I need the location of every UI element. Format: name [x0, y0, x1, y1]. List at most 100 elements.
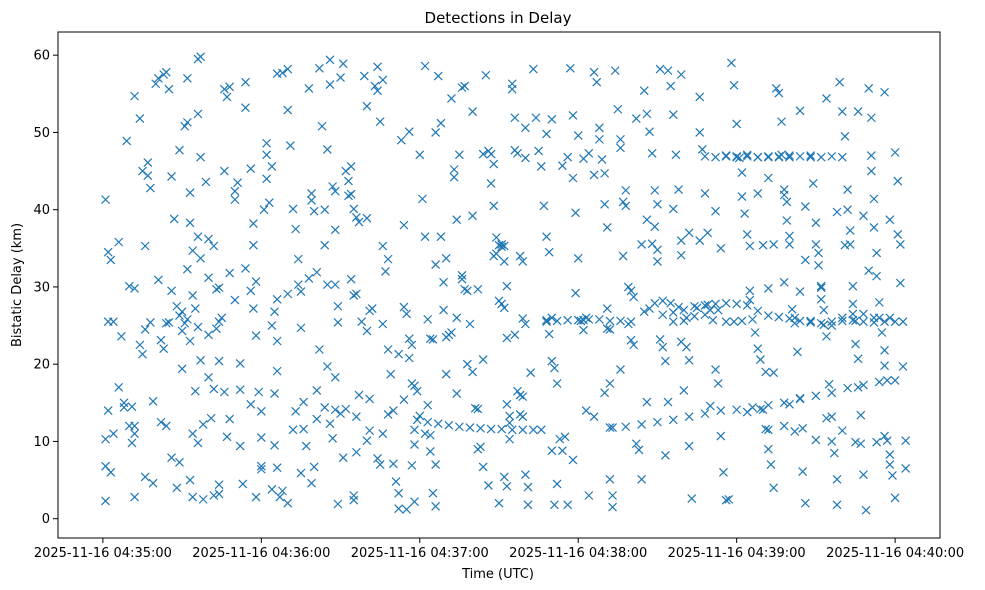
data-point	[877, 328, 887, 337]
data-point	[412, 386, 422, 396]
data-point	[304, 274, 314, 283]
data-point	[124, 281, 134, 291]
data-point	[468, 367, 478, 377]
data-point	[650, 222, 660, 232]
data-point	[753, 344, 763, 354]
data-point	[811, 391, 821, 401]
data-point	[375, 117, 385, 127]
data-point	[452, 313, 462, 323]
y-tick-label: 40	[33, 203, 50, 218]
data-point	[560, 432, 570, 442]
data-point	[193, 232, 203, 242]
data-point	[745, 295, 755, 305]
data-point	[668, 204, 678, 214]
data-point	[185, 218, 195, 228]
data-point	[536, 425, 546, 435]
data-point	[703, 300, 713, 310]
x-tick-label: 2025-11-16 04:35:00	[34, 546, 172, 561]
data-point	[288, 204, 298, 214]
data-point	[135, 340, 145, 350]
data-point	[399, 220, 409, 230]
data-point	[330, 225, 340, 235]
data-point	[737, 168, 747, 178]
data-point	[869, 194, 879, 204]
data-point	[814, 248, 823, 258]
data-point	[196, 355, 206, 365]
data-point	[758, 240, 768, 250]
y-tick-label: 50	[33, 126, 50, 141]
data-point	[800, 202, 810, 212]
data-point	[410, 425, 419, 435]
data-point	[465, 319, 475, 329]
data-point	[346, 274, 356, 284]
data-point	[811, 240, 821, 249]
data-point	[114, 382, 124, 392]
data-point	[851, 339, 860, 349]
data-point	[610, 66, 620, 76]
data-point	[502, 399, 512, 409]
data-point	[148, 478, 158, 488]
data-point	[882, 436, 892, 446]
data-point	[296, 468, 306, 478]
data-point	[732, 152, 742, 162]
data-point	[653, 417, 662, 427]
data-point	[629, 340, 639, 350]
data-point	[811, 435, 821, 445]
data-point	[539, 201, 549, 211]
data-point	[447, 328, 456, 337]
data-point	[845, 226, 855, 235]
data-point	[140, 241, 150, 251]
data-point	[800, 255, 810, 265]
data-point	[542, 315, 551, 325]
data-point	[523, 500, 533, 510]
data-point	[547, 313, 557, 323]
data-point	[895, 278, 905, 288]
data-point	[843, 383, 852, 393]
data-point	[283, 64, 293, 74]
data-point	[618, 197, 628, 207]
data-point	[431, 260, 441, 269]
data-point	[293, 280, 303, 290]
data-point	[753, 306, 763, 316]
data-point	[890, 317, 900, 327]
y-tick-label: 30	[33, 280, 50, 295]
data-point	[623, 282, 633, 292]
data-point	[241, 103, 250, 113]
data-point	[325, 80, 335, 89]
data-point	[795, 151, 805, 161]
data-point	[676, 250, 686, 260]
data-point	[349, 204, 359, 214]
data-point	[322, 144, 332, 154]
data-point	[383, 254, 393, 264]
data-point	[130, 284, 140, 293]
data-point	[779, 421, 789, 431]
data-point	[616, 316, 625, 326]
data-point	[431, 460, 441, 470]
data-point	[470, 403, 480, 413]
data-point	[507, 425, 517, 435]
data-point	[742, 301, 752, 310]
data-point	[283, 105, 293, 115]
data-point	[858, 317, 868, 327]
data-point	[568, 455, 578, 465]
data-point	[513, 148, 522, 158]
data-point	[486, 424, 496, 434]
data-point	[753, 152, 763, 162]
data-point	[866, 113, 876, 123]
data-point	[837, 426, 847, 436]
data-point	[325, 419, 335, 429]
data-point	[750, 328, 760, 337]
data-point	[534, 146, 544, 156]
data-point	[589, 67, 599, 77]
data-point	[660, 356, 670, 366]
data-point	[800, 498, 810, 508]
data-point	[354, 390, 364, 400]
data-point	[486, 178, 496, 188]
data-point	[161, 67, 171, 77]
data-point	[515, 251, 525, 261]
data-point	[188, 492, 198, 502]
data-point	[573, 253, 583, 263]
data-point	[584, 491, 594, 500]
data-point	[441, 369, 451, 379]
